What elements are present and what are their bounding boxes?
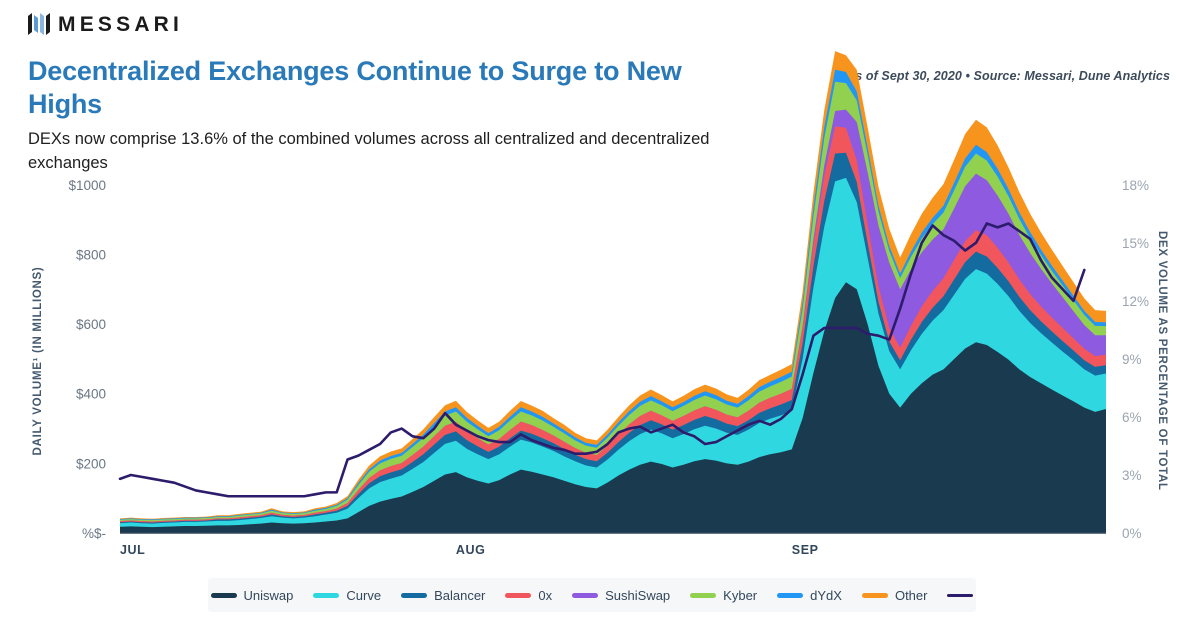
- y-axis-tick-right: 3%: [1122, 468, 1142, 483]
- legend-label: Curve: [346, 587, 382, 603]
- y-axis-tick-left: $200: [76, 456, 106, 471]
- source-note: As of Sept 30, 2020 • Source: Messari, D…: [846, 69, 1170, 83]
- y-axis-tick-right: 15%: [1122, 236, 1149, 251]
- legend-swatch-icon: [947, 593, 974, 597]
- brand-name: MESSARI: [58, 12, 184, 36]
- y-axis-tick-left: $1000: [68, 178, 106, 193]
- legend-label: Kyber: [723, 587, 758, 603]
- legend-swatch-icon: [401, 592, 428, 598]
- y-axis-tick-right: 18%: [1122, 178, 1149, 193]
- y-axis-tick-left: $800: [76, 247, 106, 262]
- messari-logo-icon: [28, 13, 50, 35]
- area-series-uniswap: [120, 282, 1106, 533]
- y-axis-tick-left: $600: [76, 317, 106, 332]
- y-axis-tick-right: 6%: [1122, 410, 1142, 425]
- legend-swatch-icon: [861, 592, 888, 598]
- x-axis-tick-jul: JUL: [120, 543, 145, 557]
- legend-swatch-icon: [505, 592, 532, 598]
- brand-logo: MESSARI: [28, 13, 183, 35]
- y-axis-tick-left: $400: [76, 387, 106, 402]
- page-title: Decentralized Exchanges Continue to Surg…: [28, 56, 682, 120]
- legend-label: dYdX: [810, 587, 842, 603]
- legend-item-dex-percentage[interactable]: [947, 593, 974, 597]
- y-axis-tick-right: 9%: [1122, 352, 1142, 367]
- x-axis-tick-sep: SEP: [792, 543, 819, 557]
- legend-item-other[interactable]: Other: [861, 587, 928, 603]
- legend-swatch-icon: [690, 592, 717, 598]
- legend-item-sushiswap[interactable]: SushiSwap: [572, 589, 670, 602]
- legend-label: Balancer: [434, 587, 486, 603]
- legend-item-uniswap[interactable]: Uniswap: [210, 587, 294, 603]
- legend-item-curve[interactable]: Curve: [313, 589, 381, 602]
- legend-swatch-icon: [777, 592, 804, 598]
- line-series-dex-percentage: [118, 222, 1086, 498]
- legend-swatch-icon: [210, 592, 237, 598]
- legend-label: 0x: [538, 587, 553, 603]
- legend-item-0x[interactable]: 0x: [505, 589, 552, 602]
- legend-label: SushiSwap: [605, 587, 671, 603]
- y-axis-tick-right: 0%: [1122, 526, 1142, 541]
- y-axis-tick-right: 12%: [1122, 294, 1149, 309]
- y-axis-tick-left: %$-: [82, 526, 106, 541]
- legend-label: Other: [894, 587, 928, 603]
- legend-swatch-icon: [572, 592, 599, 598]
- legend-item-dydx[interactable]: dYdX: [777, 589, 842, 602]
- page-subtitle: DEXs now comprise 13.6% of the combined …: [28, 130, 710, 172]
- chart-legend: Uniswap Curve Balancer 0x SushiSwap Kyber dYdX…: [208, 578, 976, 612]
- legend-swatch-icon: [313, 592, 340, 598]
- x-axis-tick-aug: AUG: [456, 543, 486, 557]
- legend-label: Uniswap: [243, 587, 294, 603]
- legend-item-kyber[interactable]: Kyber: [690, 589, 757, 602]
- legend-item-balancer[interactable]: Balancer: [401, 589, 485, 602]
